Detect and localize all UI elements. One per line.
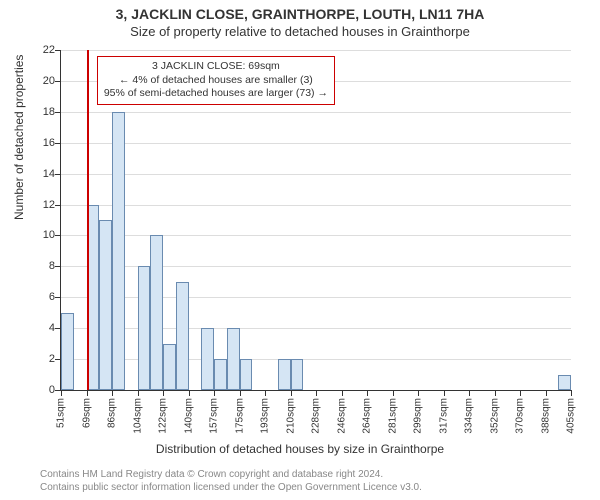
x-tick [291,390,292,396]
y-tick [55,205,61,206]
y-tick-label: 8 [33,260,55,272]
y-tick-label: 18 [33,106,55,118]
histogram-bar [176,282,189,390]
x-tick [418,390,419,396]
grid-line [61,112,571,113]
x-tick-label: 69sqm [81,398,92,428]
marker-line [87,50,89,390]
x-tick-label: 51sqm [56,398,67,428]
x-tick [367,390,368,396]
annotation-line-1: 3 JACKLIN CLOSE: 69sqm [104,60,328,74]
x-tick [469,390,470,396]
y-tick [55,81,61,82]
chart-title-sub: Size of property relative to detached ho… [0,22,600,39]
y-tick-label: 22 [33,44,55,56]
x-tick-label: 299sqm [413,398,424,434]
histogram-bar [291,359,304,390]
x-tick [240,390,241,396]
x-axis-label: Distribution of detached houses by size … [0,442,600,456]
grid-line [61,143,571,144]
x-tick-label: 140sqm [183,398,194,434]
x-tick-label: 210sqm [285,398,296,434]
histogram-bar [112,112,125,390]
y-tick [55,143,61,144]
marker-annotation: 3 JACKLIN CLOSE: 69sqm ← 4% of detached … [97,56,335,105]
x-tick-label: 281sqm [387,398,398,434]
x-tick-label: 104sqm [132,398,143,434]
footer-line-2: Contains public sector information licen… [40,482,422,495]
histogram-bar [214,359,227,390]
x-tick [444,390,445,396]
x-tick-label: 405sqm [566,398,577,434]
x-tick [163,390,164,396]
footer-line-1: Contains HM Land Registry data © Crown c… [40,469,422,482]
y-tick-label: 0 [33,384,55,396]
x-tick-label: 317sqm [438,398,449,434]
histogram-bar [163,344,176,390]
x-tick [189,390,190,396]
annotation-line-2: ← 4% of detached houses are smaller (3) [104,74,328,88]
x-tick-label: 352sqm [489,398,500,434]
x-tick [520,390,521,396]
x-tick-label: 157sqm [209,398,220,434]
y-tick [55,50,61,51]
histogram-bar [558,375,571,390]
y-tick-label: 2 [33,353,55,365]
x-tick-label: 370sqm [515,398,526,434]
histogram-bar [201,328,214,390]
x-tick-label: 264sqm [362,398,373,434]
y-tick [55,174,61,175]
histogram-bar [278,359,291,390]
histogram-bar [240,359,253,390]
chart-footer: Contains HM Land Registry data © Crown c… [40,469,422,494]
x-tick-label: 334sqm [464,398,475,434]
x-tick-label: 388sqm [540,398,551,434]
grid-line [61,174,571,175]
x-tick [61,390,62,396]
x-tick-label: 193sqm [260,398,271,434]
x-tick [571,390,572,396]
x-tick [316,390,317,396]
y-tick-label: 12 [33,199,55,211]
y-tick-label: 20 [33,75,55,87]
annotation-line-3: 95% of semi-detached houses are larger (… [104,87,328,101]
x-tick [87,390,88,396]
x-tick-label: 228sqm [311,398,322,434]
x-tick [138,390,139,396]
y-tick [55,297,61,298]
histogram-bar [150,235,163,390]
x-tick [214,390,215,396]
x-tick-label: 175sqm [234,398,245,434]
x-tick [342,390,343,396]
x-tick-label: 246sqm [336,398,347,434]
y-tick-label: 14 [33,168,55,180]
x-tick [546,390,547,396]
y-tick-label: 10 [33,229,55,241]
chart-plot-area: 024681012141618202251sqm69sqm86sqm104sqm… [60,50,571,391]
y-axis-label: Number of detached properties [12,55,26,220]
histogram-bar [61,313,74,390]
grid-line [61,50,571,51]
y-tick [55,235,61,236]
x-tick [112,390,113,396]
chart-container: 3, JACKLIN CLOSE, GRAINTHORPE, LOUTH, LN… [0,0,600,500]
x-tick [495,390,496,396]
y-tick-label: 16 [33,137,55,149]
x-tick [265,390,266,396]
y-tick [55,266,61,267]
y-tick-label: 6 [33,291,55,303]
x-tick [393,390,394,396]
y-tick [55,112,61,113]
y-tick-label: 4 [33,322,55,334]
grid-line [61,235,571,236]
histogram-bar [138,266,151,390]
histogram-bar [99,220,112,390]
chart-title-main: 3, JACKLIN CLOSE, GRAINTHORPE, LOUTH, LN… [0,0,600,22]
grid-line [61,205,571,206]
histogram-bar [227,328,240,390]
x-tick-label: 86sqm [107,398,118,428]
x-tick-label: 122sqm [158,398,169,434]
